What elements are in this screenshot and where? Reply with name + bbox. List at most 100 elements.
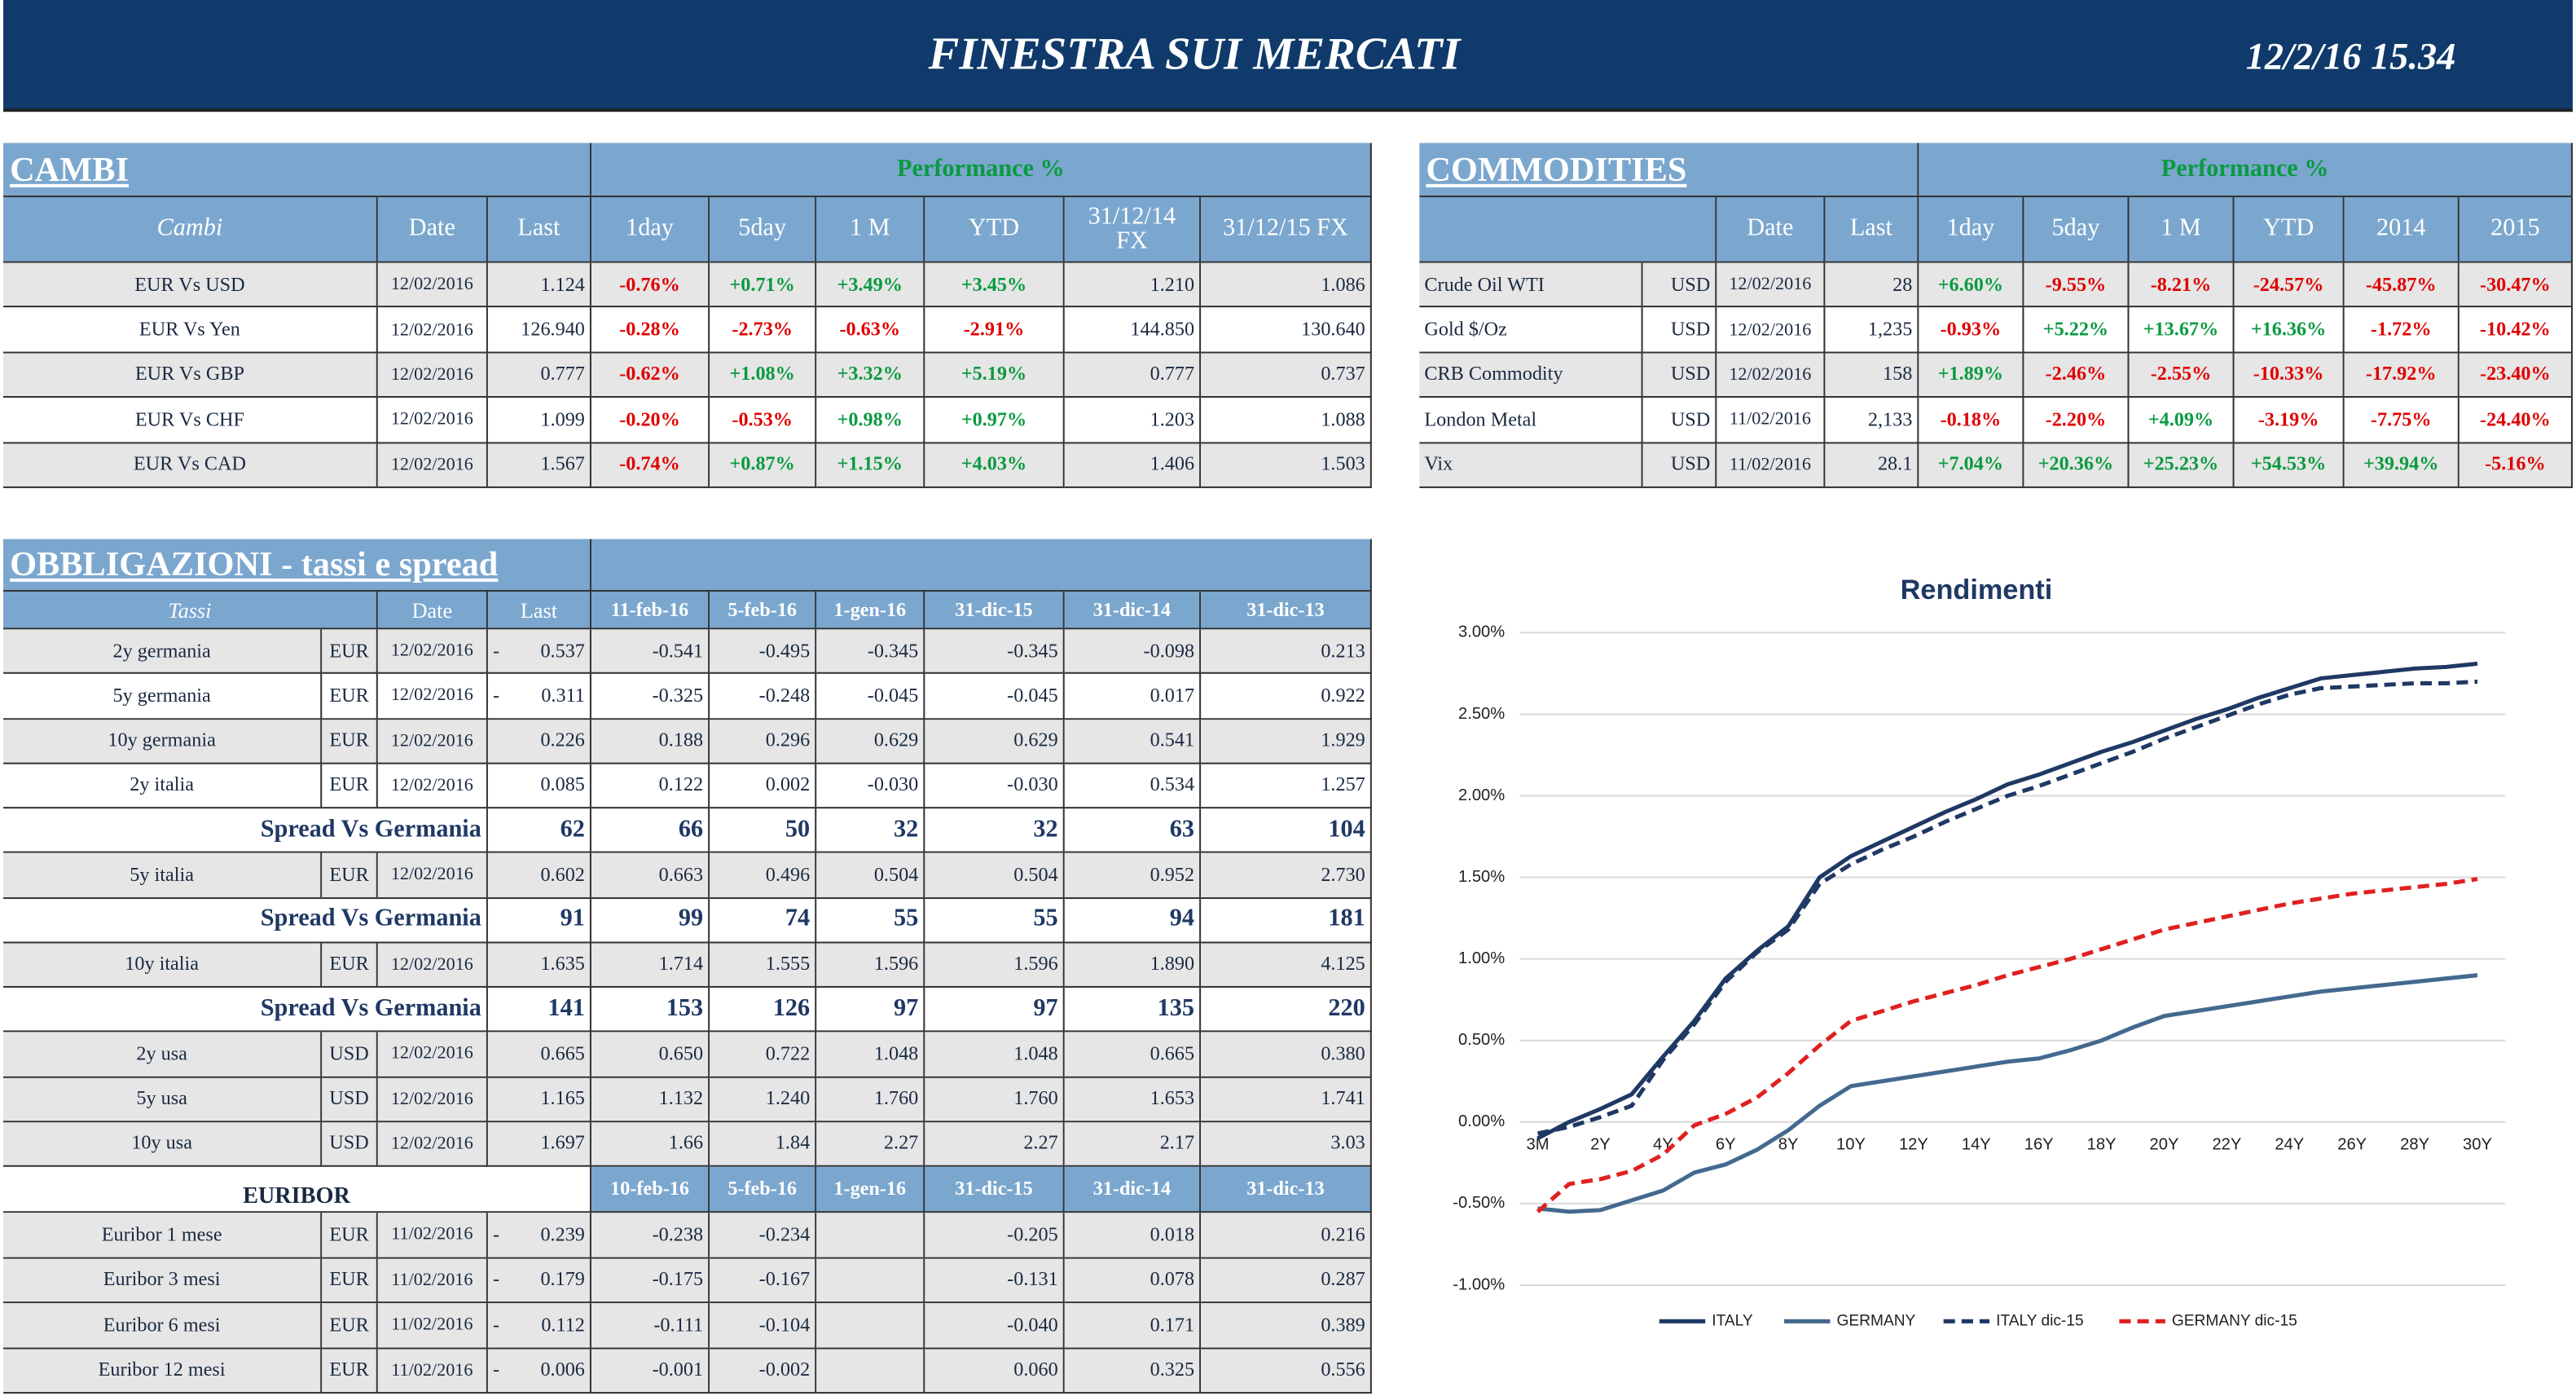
spread-value: 141 — [487, 987, 591, 1033]
column-header: Date — [1717, 196, 1826, 263]
table-cell: 1.760 — [925, 1077, 1065, 1122]
column-header — [1419, 196, 1717, 263]
table-cell: EUR Vs USD — [3, 262, 378, 308]
table-cell: 0.380 — [1201, 1032, 1372, 1077]
last: 0.179 — [540, 1267, 585, 1291]
table-cell: +4.09% — [2129, 398, 2235, 443]
table-cell: Crude Oil WTI — [1419, 262, 1643, 308]
table-cell: 1.596 — [925, 943, 1065, 988]
date: 12/02/2016 — [377, 943, 488, 988]
table-cell: -2.20% — [2024, 398, 2130, 443]
column-header: 31-dic-13 — [1201, 1166, 1372, 1213]
series-line — [1537, 973, 2478, 1214]
table-cell: -24.57% — [2234, 262, 2345, 308]
table-cell: 1.890 — [1064, 943, 1202, 988]
table-cell: USD — [1642, 262, 1717, 308]
column-header: 31-dic-15 — [925, 1166, 1065, 1213]
table-cell: 1.760 — [816, 1077, 925, 1122]
last-cell: 0.602 — [487, 853, 591, 899]
column-header: YTD — [2234, 196, 2345, 263]
table-cell: -0.495 — [710, 629, 817, 675]
column-header: 31-dic-13 — [1201, 591, 1372, 630]
table-cell: -0.62% — [591, 353, 710, 399]
table-cell: 12/02/2016 — [377, 262, 488, 308]
spread-value: 32 — [925, 808, 1065, 854]
table-cell: 1.929 — [1201, 719, 1372, 764]
column-header: 1-gen-16 — [816, 1166, 925, 1213]
table-cell: 2.27 — [925, 1121, 1065, 1167]
table-cell: 1.124 — [487, 262, 591, 308]
column-header: 31-dic-14 — [1064, 591, 1202, 630]
table-cell: -0.030 — [816, 764, 925, 809]
rate-name: Euribor 6 mesi — [3, 1303, 323, 1349]
currency: EUR — [322, 853, 378, 899]
section-title: CAMBI — [3, 143, 591, 197]
spread-value: 63 — [1064, 808, 1202, 854]
table-cell: +39.94% — [2344, 443, 2460, 488]
table-cell: EUR Vs CAD — [3, 443, 378, 488]
table-cell: USD — [1642, 443, 1717, 488]
table-cell: 12/02/2016 — [1717, 307, 1826, 354]
section-header — [591, 539, 1372, 592]
date: 11/02/2016 — [377, 1213, 488, 1258]
table-cell: 0.922 — [1201, 674, 1372, 720]
table-cell — [816, 1303, 925, 1349]
spread-value: 94 — [1064, 898, 1202, 944]
table-cell: 0.060 — [925, 1348, 1065, 1394]
table-cell: 28 — [1825, 262, 1919, 308]
x-tick-label: 30Y — [2463, 1135, 2492, 1153]
table-cell: -0.131 — [925, 1257, 1065, 1304]
table-cell: -0.098 — [1064, 629, 1202, 675]
table-cell: 0.737 — [1201, 353, 1372, 399]
x-tick-label: 8Y — [1778, 1135, 1799, 1153]
last-cell: 1.165 — [487, 1077, 591, 1122]
column-header: 31/12/15 FX — [1201, 196, 1372, 263]
table-cell: -1.72% — [2344, 307, 2460, 354]
table-cell: -0.030 — [925, 764, 1065, 809]
table-cell: 0.213 — [1201, 629, 1372, 675]
table-cell: 0.722 — [710, 1032, 817, 1077]
last-cell: 1.635 — [487, 943, 591, 988]
table-cell: -0.040 — [925, 1303, 1065, 1349]
date: 12/02/2016 — [377, 719, 488, 764]
last-cell: 1.697 — [487, 1121, 591, 1167]
last: 0.085 — [540, 773, 585, 796]
x-tick-label: 16Y — [2024, 1135, 2054, 1153]
rate-name: 10y italia — [3, 943, 323, 988]
table-cell: USD — [1642, 307, 1717, 354]
x-tick-label: 20Y — [2150, 1135, 2179, 1153]
spread-label: Spread Vs Germania — [3, 808, 488, 854]
spread-value: 135 — [1064, 987, 1202, 1033]
table-cell: 144.850 — [1064, 307, 1202, 354]
table-cell: 12/02/2016 — [1717, 262, 1826, 308]
column-header: Date — [377, 196, 488, 263]
table-cell: 0.629 — [925, 719, 1065, 764]
table-cell: +4.03% — [925, 443, 1065, 488]
table-cell: +5.19% — [925, 353, 1065, 399]
column-header: YTD — [925, 196, 1065, 263]
last-cell: - 0.179 — [487, 1257, 591, 1304]
rate-name: 2y usa — [3, 1032, 323, 1077]
table-cell: 1.503 — [1201, 443, 1372, 488]
x-tick-label: 6Y — [1716, 1135, 1736, 1153]
column-header: 11-feb-16 — [591, 591, 710, 630]
table-cell: 0.018 — [1064, 1213, 1202, 1258]
spread-value: 220 — [1201, 987, 1372, 1033]
table-cell: +13.67% — [2129, 307, 2235, 354]
currency: EUR — [322, 943, 378, 988]
table-cell: 0.216 — [1201, 1213, 1372, 1258]
section-title: OBBLIGAZIONI - tassi e spread — [3, 539, 591, 592]
table-cell: 11/02/2016 — [1717, 398, 1826, 443]
date: 12/02/2016 — [377, 1032, 488, 1077]
table-cell: 2.17 — [1064, 1121, 1202, 1167]
last: 1.635 — [540, 952, 585, 975]
column-header: 5day — [2024, 196, 2130, 263]
table-cell: -0.325 — [591, 674, 710, 720]
x-tick-label: 22Y — [2212, 1135, 2241, 1153]
currency: USD — [322, 1032, 378, 1077]
spread-value: 97 — [925, 987, 1065, 1033]
table-cell: USD — [1642, 398, 1717, 443]
table-cell: 1.653 — [1064, 1077, 1202, 1122]
table-cell: 0.389 — [1201, 1303, 1372, 1349]
table-cell: -0.045 — [925, 674, 1065, 720]
